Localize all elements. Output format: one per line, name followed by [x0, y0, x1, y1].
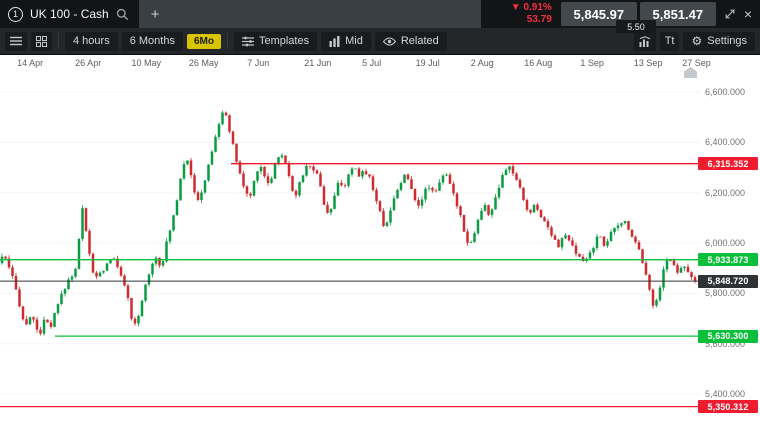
templates-button[interactable]: Templates [233, 31, 318, 51]
candlestick-chart [0, 91, 700, 408]
price-change-block: ▼ 0.91% 53.79 [481, 2, 559, 27]
y-axis-label: 6,200.000 [705, 187, 746, 198]
expand-icon[interactable] [724, 8, 736, 20]
latest-marker-icon[interactable] [684, 67, 697, 78]
eye-icon [382, 36, 396, 46]
settings-button[interactable]: ⚙ Settings [683, 31, 755, 51]
x-axis-label: 2 Aug [470, 58, 494, 68]
level-price-tag: 5,350.312 [698, 400, 758, 414]
templates-label: Templates [258, 35, 310, 47]
price-basis-label: Mid [345, 35, 363, 47]
period-label: 6 Months [129, 35, 175, 47]
layout-grid-button[interactable] [31, 31, 52, 51]
candlestick-plot[interactable]: 14 Apr 26 Apr 10 May 26 May 7 Jun 21 Jun 5 Jul… [0, 55, 711, 421]
current-price-tag: 5,848.720 [698, 274, 758, 288]
toolbar-separator [58, 33, 59, 49]
price-basis-select[interactable]: Mid [321, 31, 371, 51]
grid-icon [36, 35, 47, 47]
x-axis-label: 1 Sep [580, 58, 604, 68]
y-axis-label: 5,600.000 [705, 338, 746, 349]
interval-label: 4 hours [73, 35, 110, 47]
indicator-icon [639, 35, 650, 47]
x-axis-label: 26 May [188, 58, 219, 68]
level-price-tag: 6,315.352 [698, 157, 758, 171]
x-axis-label: 26 Apr [75, 58, 102, 68]
search-icon[interactable] [116, 8, 129, 21]
related-button[interactable]: Related [374, 31, 447, 51]
interval-select[interactable]: 4 hours [65, 31, 118, 51]
toolbar-separator [226, 33, 228, 49]
instrument-title: UK 100 - Cash [30, 7, 109, 21]
y-axis-label: 6,600.000 [705, 87, 746, 97]
sliders-icon [241, 36, 254, 46]
settings-label: Settings [707, 35, 747, 47]
text-tool-button[interactable]: Tt [659, 31, 680, 51]
chart-toolbar: 4 hours 6 Months 6Mo Templates Mid [0, 28, 760, 55]
level-price-tag: 5,933.873 [698, 253, 758, 267]
x-axis-label: 27 Sep [682, 58, 711, 68]
add-tab-button[interactable]: + [150, 5, 160, 23]
x-axis-label: 10 May [131, 58, 162, 68]
bars-icon [329, 35, 340, 47]
y-axis-label: 5,800.000 [705, 288, 746, 299]
sell-price-button[interactable]: 5,845.97 [560, 2, 637, 26]
level-price-tag: 5,630.300 [698, 329, 758, 343]
y-axis-label: 6,400.000 [705, 137, 746, 148]
x-axis-label: 16 Aug [524, 58, 553, 68]
titlebar: 1 UK 100 - Cash + ▼ 0.91% 53.79 5,845.97… [0, 0, 760, 33]
x-axis-label: 21 Jun [304, 58, 332, 68]
tab-number-badge: 1 [8, 6, 23, 22]
gear-icon: ⚙ [691, 34, 703, 48]
chart-area[interactable]: 14 Apr 26 Apr 10 May 26 May 7 Jun 21 Jun 5 Jul… [0, 55, 760, 421]
close-icon[interactable]: × [743, 6, 752, 22]
text-tool-label: Tt [664, 35, 675, 47]
indicators-button[interactable] [633, 31, 656, 51]
period-select[interactable]: 6 Months [121, 31, 183, 51]
tab-strip: + [138, 0, 481, 28]
related-label: Related [400, 35, 439, 47]
y-axis-label: 5,400.000 [705, 389, 746, 400]
chart-list-button[interactable] [5, 31, 27, 51]
change-percent: ▼ 0.91% [510, 1, 552, 13]
x-axis-label: 13 Sep [633, 58, 663, 68]
x-axis-label: 19 Jul [415, 58, 440, 68]
price-axis: 6,600.000 6,400.000 6,200.000 6,000.000 5,80… [700, 55, 760, 421]
list-icon [10, 36, 22, 46]
change-points: 53.79 [526, 14, 552, 25]
x-axis-label: 7 Jun [247, 58, 270, 68]
y-axis-label: 6,000.000 [705, 238, 746, 249]
x-axis-label: 14 Apr [17, 58, 44, 68]
instrument-tab[interactable]: 1 UK 100 - Cash [0, 0, 139, 28]
spread-value: 5.50 [616, 20, 656, 33]
period-badge[interactable]: 6Mo [186, 33, 221, 49]
x-axis-label: 5 Jul [362, 58, 382, 68]
